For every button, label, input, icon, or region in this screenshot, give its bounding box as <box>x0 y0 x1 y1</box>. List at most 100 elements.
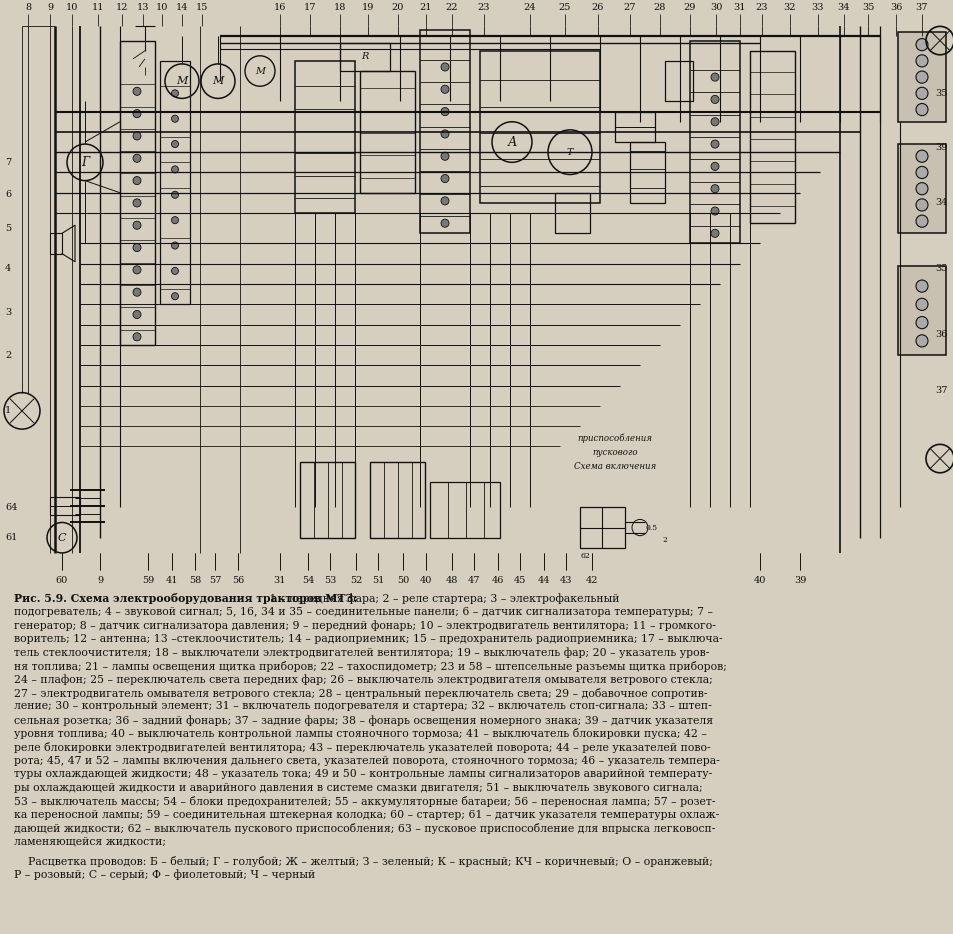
Text: М: М <box>176 77 188 86</box>
Text: 1: 1 <box>5 406 11 416</box>
Text: 46: 46 <box>492 575 503 585</box>
Text: 14: 14 <box>175 3 188 11</box>
Text: М: М <box>254 66 265 76</box>
Bar <box>359 71 415 192</box>
Text: 61: 61 <box>5 533 17 543</box>
Text: 34: 34 <box>935 198 947 207</box>
Circle shape <box>915 334 927 347</box>
Text: приспособления: приспособления <box>577 433 652 443</box>
Text: тель стеклоочистителя; 18 – выключатели электродвигателей вентилятора; 19 – выкл: тель стеклоочистителя; 18 – выключатели … <box>14 647 709 658</box>
Bar <box>479 50 599 203</box>
Circle shape <box>710 73 719 81</box>
Text: 56: 56 <box>232 575 244 585</box>
Circle shape <box>915 104 927 116</box>
Text: 26: 26 <box>591 3 603 11</box>
Text: 27 – электродвигатель омывателя ветрового стекла; 28 – центральный переключатель: 27 – электродвигатель омывателя ветровог… <box>14 687 707 699</box>
Text: C: C <box>58 532 66 543</box>
Text: Рис. 5.9. Схема электрооборудования тракторов МТЗ:: Рис. 5.9. Схема электрооборудования трак… <box>14 593 357 604</box>
Circle shape <box>915 317 927 329</box>
Text: 39: 39 <box>935 143 947 151</box>
Bar <box>615 111 655 142</box>
Text: 25: 25 <box>558 3 571 11</box>
Text: 57: 57 <box>209 575 221 585</box>
Text: 48: 48 <box>445 575 457 585</box>
Bar <box>50 497 80 516</box>
Circle shape <box>132 266 141 274</box>
Text: 2: 2 <box>5 350 11 360</box>
Bar <box>294 61 355 213</box>
Text: 60: 60 <box>56 575 68 585</box>
Circle shape <box>915 183 927 195</box>
Text: 12: 12 <box>115 3 128 11</box>
Circle shape <box>710 229 719 237</box>
Circle shape <box>710 95 719 104</box>
Text: 20: 20 <box>392 3 404 11</box>
Text: 29: 29 <box>683 3 696 11</box>
Text: 35: 35 <box>935 89 947 98</box>
Circle shape <box>915 166 927 178</box>
Text: 15: 15 <box>195 3 208 11</box>
Circle shape <box>915 199 927 211</box>
Text: 1 – передняя фара; 2 – реле стартера; 3 – электрофакельный: 1 – передняя фара; 2 – реле стартера; 3 … <box>266 593 619 604</box>
Text: уровня топлива; 40 – выключатель контрольной лампы стояночного тормоза; 41 – вык: уровня топлива; 40 – выключатель контрол… <box>14 729 706 740</box>
Circle shape <box>172 267 178 275</box>
Circle shape <box>132 87 141 95</box>
Circle shape <box>172 242 178 249</box>
Text: пускового: пускового <box>592 448 638 457</box>
Circle shape <box>172 115 178 122</box>
Bar <box>629 142 664 203</box>
Text: 33: 33 <box>811 3 823 11</box>
Circle shape <box>132 199 141 207</box>
Text: рота; 45, 47 и 52 – лампы включения дальнего света, указателей поворота, стояноч: рота; 45, 47 и 52 – лампы включения даль… <box>14 756 719 766</box>
Bar <box>419 31 470 234</box>
Text: 9: 9 <box>47 3 53 11</box>
Text: 32: 32 <box>783 3 796 11</box>
Text: 41: 41 <box>166 575 178 585</box>
Text: 47: 47 <box>467 575 479 585</box>
Text: 11: 11 <box>91 3 104 11</box>
Circle shape <box>172 191 178 198</box>
Text: ка переносной лампы; 59 – соединительная штекерная колодка; 60 – стартер; 61 – д: ка переносной лампы; 59 – соединительная… <box>14 810 719 820</box>
Text: 23: 23 <box>477 3 490 11</box>
Text: 51: 51 <box>372 575 384 585</box>
Text: Р – розовый; С – серый; Ф – фиолетовый; Ч – черный: Р – розовый; С – серый; Ф – фиолетовый; … <box>14 870 314 880</box>
Circle shape <box>172 292 178 300</box>
Text: воритель; 12 – антенна; 13 –стеклоочиститель; 14 – радиоприемник; 15 – предохран: воритель; 12 – антенна; 13 –стеклоочисти… <box>14 634 721 644</box>
Circle shape <box>132 333 141 341</box>
Text: 58: 58 <box>189 575 201 585</box>
Text: 7: 7 <box>5 158 11 167</box>
Circle shape <box>915 150 927 163</box>
Text: ление; 30 – контрольный элемент; 31 – включатель подогревателя и стартера; 32 – : ление; 30 – контрольный элемент; 31 – вк… <box>14 701 711 712</box>
Text: 22: 22 <box>445 3 457 11</box>
Text: 24: 24 <box>523 3 536 11</box>
Text: 18: 18 <box>334 3 346 11</box>
Text: 43: 43 <box>559 575 572 585</box>
Text: 62: 62 <box>579 552 589 560</box>
Bar <box>664 61 692 102</box>
Text: 35: 35 <box>935 264 947 274</box>
Bar <box>579 507 624 548</box>
Text: 10: 10 <box>155 3 168 11</box>
Text: 23: 23 <box>755 3 767 11</box>
Text: 53 – выключатель массы; 54 – блоки предохранителей; 55 – аккумуляторные батареи;: 53 – выключатель массы; 54 – блоки предо… <box>14 796 715 807</box>
Text: 13: 13 <box>136 3 149 11</box>
Circle shape <box>440 63 449 71</box>
Text: реле блокировки электродвигателей вентилятора; 43 – переключатель указателей пов: реле блокировки электродвигателей вентил… <box>14 742 710 753</box>
Text: 8: 8 <box>25 3 31 11</box>
Circle shape <box>440 107 449 116</box>
Text: 3: 3 <box>5 308 11 317</box>
Text: 42: 42 <box>585 575 598 585</box>
Text: 54: 54 <box>301 575 314 585</box>
Text: 5: 5 <box>5 224 11 233</box>
Text: 30: 30 <box>709 3 721 11</box>
Bar <box>749 50 794 223</box>
Bar <box>689 40 740 244</box>
Circle shape <box>440 152 449 161</box>
Text: подогреватель; 4 – звуковой сигнал; 5, 16, 34 и 35 – соединительные панели; 6 – : подогреватель; 4 – звуковой сигнал; 5, 1… <box>14 607 712 616</box>
Circle shape <box>132 288 141 296</box>
Text: 24 – плафон; 25 – переключатель света передних фар; 26 – выключатель электродвиг: 24 – плафон; 25 – переключатель света пе… <box>14 674 712 686</box>
Circle shape <box>710 185 719 192</box>
Circle shape <box>440 85 449 93</box>
Circle shape <box>915 298 927 310</box>
Bar <box>160 61 190 304</box>
